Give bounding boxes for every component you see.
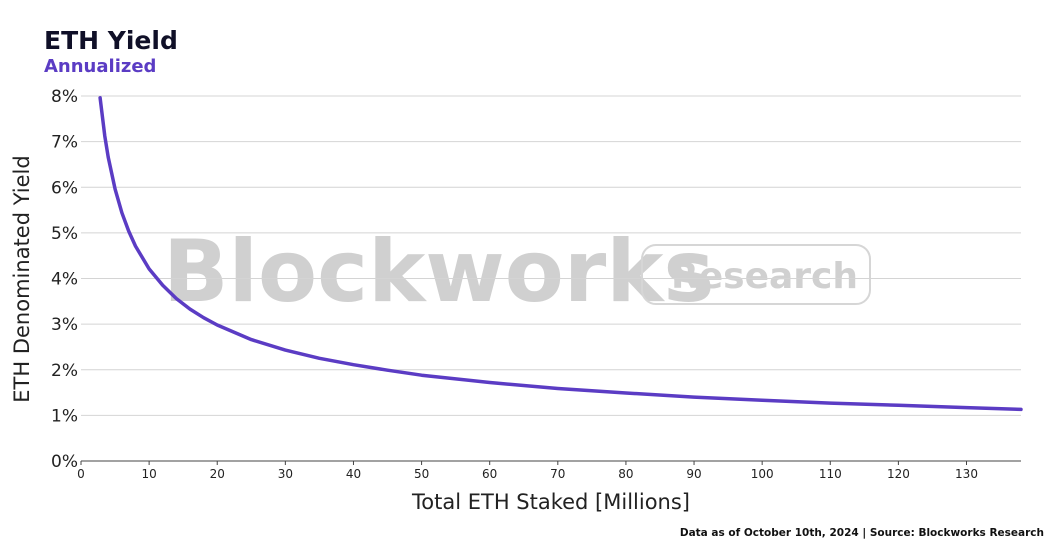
y-axis-label: ETH Denominated Yield (10, 155, 34, 402)
watermark-badge: Research (671, 256, 858, 297)
x-tick-label: 90 (686, 467, 701, 481)
x-tick-label: 130 (955, 467, 978, 481)
x-tick-label: 40 (346, 467, 361, 481)
y-tick-label: 5% (51, 224, 78, 244)
chart-subtitle: Annualized (44, 56, 157, 77)
x-tick-label: 30 (278, 467, 293, 481)
yield-series-line (98, 96, 1023, 412)
x-axis-label: Total ETH Staked [Millions] (411, 490, 690, 514)
x-tick-label: 100 (751, 467, 774, 481)
x-tick-label: 60 (482, 467, 497, 481)
watermark-brand: Blockworks (163, 222, 715, 322)
x-tick-label: 70 (550, 467, 565, 481)
y-tick-label: 1% (51, 406, 78, 426)
watermark: Blockworks Research (163, 222, 871, 322)
x-tick-label: 10 (141, 467, 156, 481)
watermark-badge-frame (641, 244, 871, 305)
y-tick-label: 3% (51, 315, 78, 335)
x-tick-label: 20 (210, 467, 225, 481)
x-tick-label: 80 (618, 467, 633, 481)
x-axis-ticks: 0 10 20 30 40 50 60 70 80 90 100 110 120 130 (77, 461, 978, 481)
y-tick-label: 4% (51, 270, 78, 290)
y-tick-label: 6% (51, 178, 78, 198)
source-note: Data as of October 10th, 2024 | Source: … (679, 527, 1044, 539)
y-axis-ticks: 0% 1% 2% 3% 4% 5% 6% 7% 8% (51, 87, 78, 472)
grid (81, 95, 1021, 416)
x-tick-label: 50 (414, 467, 429, 481)
y-tick-label: 7% (51, 133, 78, 153)
chart-title: ETH Yield (44, 26, 178, 55)
x-tick-label: 120 (887, 467, 910, 481)
x-tick-label: 0 (77, 467, 85, 481)
x-tick-label: 110 (819, 467, 842, 481)
y-tick-label: 0% (51, 452, 78, 472)
y-tick-label: 2% (51, 361, 78, 381)
y-tick-label: 8% (51, 87, 78, 107)
